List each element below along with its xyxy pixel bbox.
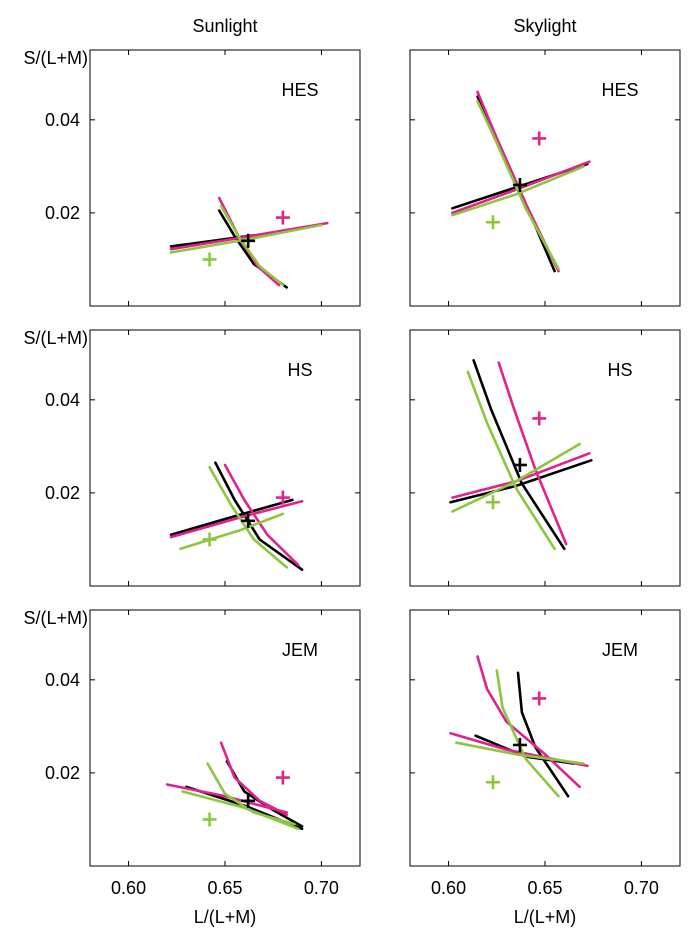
marker-plus-green (202, 252, 217, 267)
series-line-green (466, 370, 556, 551)
y-axis-label: S/(L+M) (23, 608, 88, 628)
series-line-green (476, 99, 560, 271)
marker-plus-black (241, 233, 256, 248)
x-tick-label: 0.65 (207, 878, 242, 898)
panel-label: HES (601, 80, 638, 100)
chart-panel: HS (409, 329, 681, 587)
x-tick-label: 0.60 (111, 878, 146, 898)
panel-label: HS (607, 360, 632, 380)
panel-label: HES (281, 80, 318, 100)
chart-panel: 0.60 0.65 0.70 JEM (409, 609, 681, 898)
marker-plus-green (202, 812, 217, 827)
marker-plus-magenta (275, 770, 290, 785)
y-tick-label: 0.02 (45, 483, 80, 503)
marker-plus-magenta (275, 210, 290, 225)
y-tick-label: 0.02 (45, 203, 80, 223)
series-line-magenta (497, 361, 568, 546)
marker-plus-black (241, 513, 256, 528)
series-line-magenta (223, 463, 300, 567)
x-tick-label: 0.70 (304, 878, 339, 898)
series-line-magenta (165, 783, 289, 814)
chart-panel: 0.04 0.02 S/(L+M) 0.60 0.65 0.70 JEM (23, 608, 361, 898)
x-axis-label: L/(L+M) (514, 907, 577, 927)
marker-plus-magenta (532, 691, 547, 706)
panel-label: JEM (602, 640, 638, 660)
series-line-black (472, 358, 566, 551)
series-line-black (169, 498, 294, 537)
marker-plus-green (202, 532, 217, 547)
panel-label: JEM (282, 640, 318, 660)
panel-label: HS (287, 360, 312, 380)
series-line-magenta (219, 741, 289, 817)
chart-panel: 0.04 0.02 S/(L+M) HS (23, 328, 361, 587)
column-title: Skylight (513, 16, 576, 36)
marker-plus-black (512, 737, 527, 752)
series-line-green (454, 741, 585, 765)
marker-plus-magenta (532, 131, 547, 146)
y-axis-label: S/(L+M) (23, 48, 88, 68)
y-tick-label: 0.02 (45, 763, 80, 783)
marker-plus-green (485, 215, 500, 230)
axes-frame (89, 609, 361, 867)
series-line-green (179, 512, 285, 551)
y-axis-label: S/(L+M) (23, 328, 88, 348)
axes-frame (409, 609, 681, 867)
series-line-black (214, 461, 304, 572)
marker-plus-green (485, 775, 500, 790)
column-title: Sunlight (192, 16, 257, 36)
axes-frame (89, 49, 361, 307)
series-line-green (451, 442, 582, 513)
marker-plus-magenta (532, 411, 547, 426)
x-tick-label: 0.65 (527, 878, 562, 898)
marker-plus-black (512, 177, 527, 192)
chart-panel: 0.04 0.02 S/(L+M) HES (23, 48, 361, 307)
series-line-green (219, 204, 285, 287)
y-tick-label: 0.04 (45, 390, 80, 410)
axes-frame (89, 329, 361, 587)
marker-plus-magenta (275, 490, 290, 505)
series-line-magenta (476, 655, 582, 789)
marker-plus-black (512, 457, 527, 472)
series-line-magenta (169, 499, 304, 539)
chart-panel: HES (409, 49, 681, 307)
series-line-green (451, 165, 585, 217)
series-line-green (495, 669, 560, 798)
x-tick-label: 0.70 (624, 878, 659, 898)
axes-frame (409, 329, 681, 587)
series-line-magenta (169, 221, 329, 251)
y-tick-label: 0.04 (45, 670, 80, 690)
marker-plus-black (241, 793, 256, 808)
series-line-green (206, 762, 296, 826)
x-axis-label: L/(L+M) (194, 907, 257, 927)
marker-plus-green (485, 495, 500, 510)
x-tick-label: 0.60 (431, 878, 466, 898)
y-tick-label: 0.04 (45, 110, 80, 130)
series-line-black (516, 671, 570, 798)
